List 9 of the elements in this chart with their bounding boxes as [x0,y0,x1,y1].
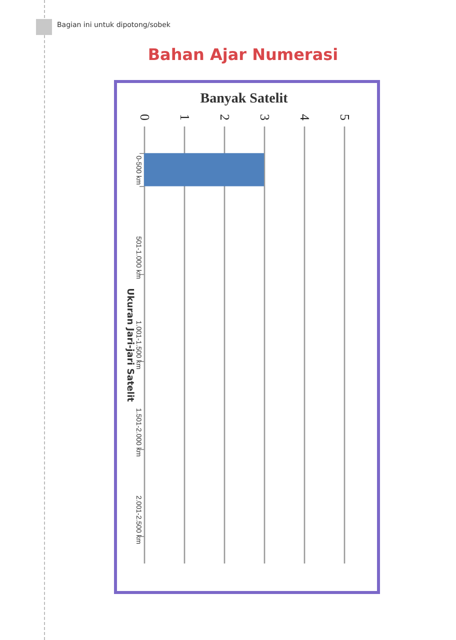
x-tick-label: 2 [218,114,232,120]
x-tick-label: 4 [298,114,312,121]
x-tick-label: 5 [338,114,352,120]
y-axis-title: Ukuran Jari-jari Satelit [124,288,134,403]
chart-title: Banyak Satelit [200,92,288,106]
x-tick-label: 0 [138,114,152,120]
x-tick-label: 1 [178,114,192,120]
x-tick-label: 3 [258,114,272,120]
text: Bahan Ajar Numerasi [146,45,340,64]
